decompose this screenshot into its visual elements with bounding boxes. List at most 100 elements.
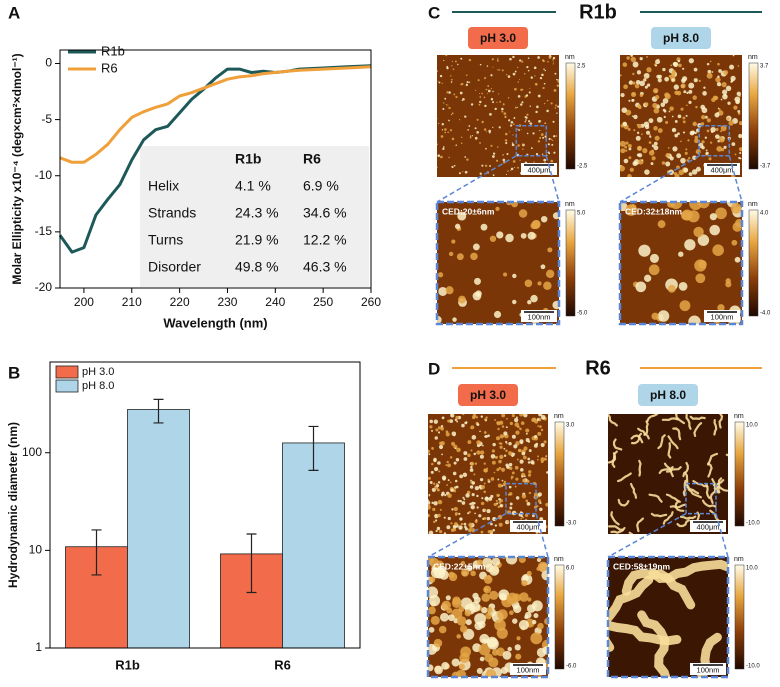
afm-particle (496, 493, 500, 497)
afm-particle (623, 158, 629, 164)
afm-particle (543, 60, 545, 63)
afm-particle (557, 105, 559, 108)
afm-particle (521, 101, 524, 104)
afm-particle (428, 664, 434, 672)
afm-particle (492, 90, 494, 93)
afm-particle (494, 419, 497, 421)
afm-particle (492, 126, 494, 128)
afm-particle (480, 415, 484, 418)
afm-particle (473, 277, 481, 285)
afm-particle (723, 145, 727, 149)
afm-particle (463, 457, 468, 461)
afm-particle (481, 497, 484, 500)
afm-particle (474, 136, 478, 140)
afm-particle (670, 64, 673, 67)
afm-particle (445, 430, 449, 434)
scalebar-box (690, 520, 726, 532)
afm-particle (668, 110, 671, 113)
afm-particle (512, 299, 517, 305)
afm-particle (495, 455, 498, 459)
afm-particle (480, 530, 484, 534)
afm-particle (648, 264, 660, 276)
afm-particle (545, 269, 555, 279)
afm-fiber (682, 461, 689, 478)
afm-particle (450, 414, 455, 418)
afm-particle (644, 169, 650, 175)
afm-particle (537, 56, 540, 59)
afm-particle (509, 421, 514, 426)
error-bar (246, 533, 257, 594)
afm-particle (654, 135, 660, 141)
afm-particle (428, 476, 431, 480)
afm-particle (460, 646, 472, 658)
data-line (59, 65, 372, 164)
afm-particle (453, 506, 458, 512)
ced-label: CED:32±18nm (625, 206, 683, 216)
afm-particle (676, 153, 682, 159)
afm-particle (464, 156, 467, 158)
x-tick-label: 210 (122, 295, 142, 309)
afm-particle (738, 133, 742, 139)
afm-particle (447, 614, 455, 622)
afm-particle (505, 233, 514, 243)
afm-particle (547, 60, 549, 63)
afm-particle (458, 606, 465, 613)
afm-particle (470, 479, 472, 482)
afm-particle (688, 89, 693, 94)
afm-fiber (679, 515, 697, 520)
afm-particle (431, 462, 434, 466)
afm-particle (510, 169, 512, 172)
scalebar-box (521, 310, 557, 322)
afm-particle (550, 159, 554, 163)
afm-particle (539, 507, 543, 512)
afm-particle (437, 154, 441, 157)
afm-particle (469, 502, 472, 506)
afm-particle (526, 570, 532, 576)
afm-particle (539, 425, 542, 428)
afm-particle (496, 647, 505, 657)
afm-particle (484, 78, 486, 80)
afm-particle (525, 432, 528, 435)
afm-particle (693, 78, 698, 83)
afm-particle (492, 66, 494, 68)
afm-particle (653, 125, 658, 131)
afm-particle (739, 157, 742, 160)
afm-particle (502, 158, 506, 162)
afm-particle (685, 148, 688, 151)
afm-particle (520, 232, 527, 239)
afm-particle (687, 139, 690, 142)
panel-label: C (428, 3, 440, 22)
afm-fiber (636, 517, 644, 533)
scalebar-label: 400μm (527, 165, 550, 174)
afm-particle (506, 152, 509, 156)
afm-particle (486, 92, 488, 94)
afm-particle (674, 133, 679, 138)
afm-fiber (616, 472, 632, 483)
afm-particle (493, 502, 497, 507)
afm-particle (498, 69, 500, 71)
afm-fiber (667, 435, 679, 450)
afm-fiber (617, 498, 630, 507)
afm-particle (446, 460, 449, 464)
afm-particle (657, 220, 666, 229)
afm-particle (646, 83, 651, 87)
afm-fiber (685, 414, 692, 430)
afm-particle (449, 456, 453, 459)
afm-fiber (669, 503, 687, 509)
afm-particle (479, 656, 485, 662)
afm-particle (652, 102, 658, 109)
afm-particle (470, 252, 478, 261)
afm-particle (669, 106, 674, 111)
afm-particle (495, 499, 498, 502)
afm-particle (454, 522, 458, 526)
afm-particle (503, 480, 507, 484)
afm-particle (450, 81, 453, 83)
afm-particle (431, 501, 434, 505)
afm-particle (428, 504, 431, 507)
afm-particle (505, 426, 508, 429)
afm-particle (510, 475, 514, 479)
afm-particle (489, 565, 500, 576)
afm-particle (621, 107, 628, 113)
afm-particle (497, 609, 508, 620)
afm-particle (485, 131, 487, 133)
